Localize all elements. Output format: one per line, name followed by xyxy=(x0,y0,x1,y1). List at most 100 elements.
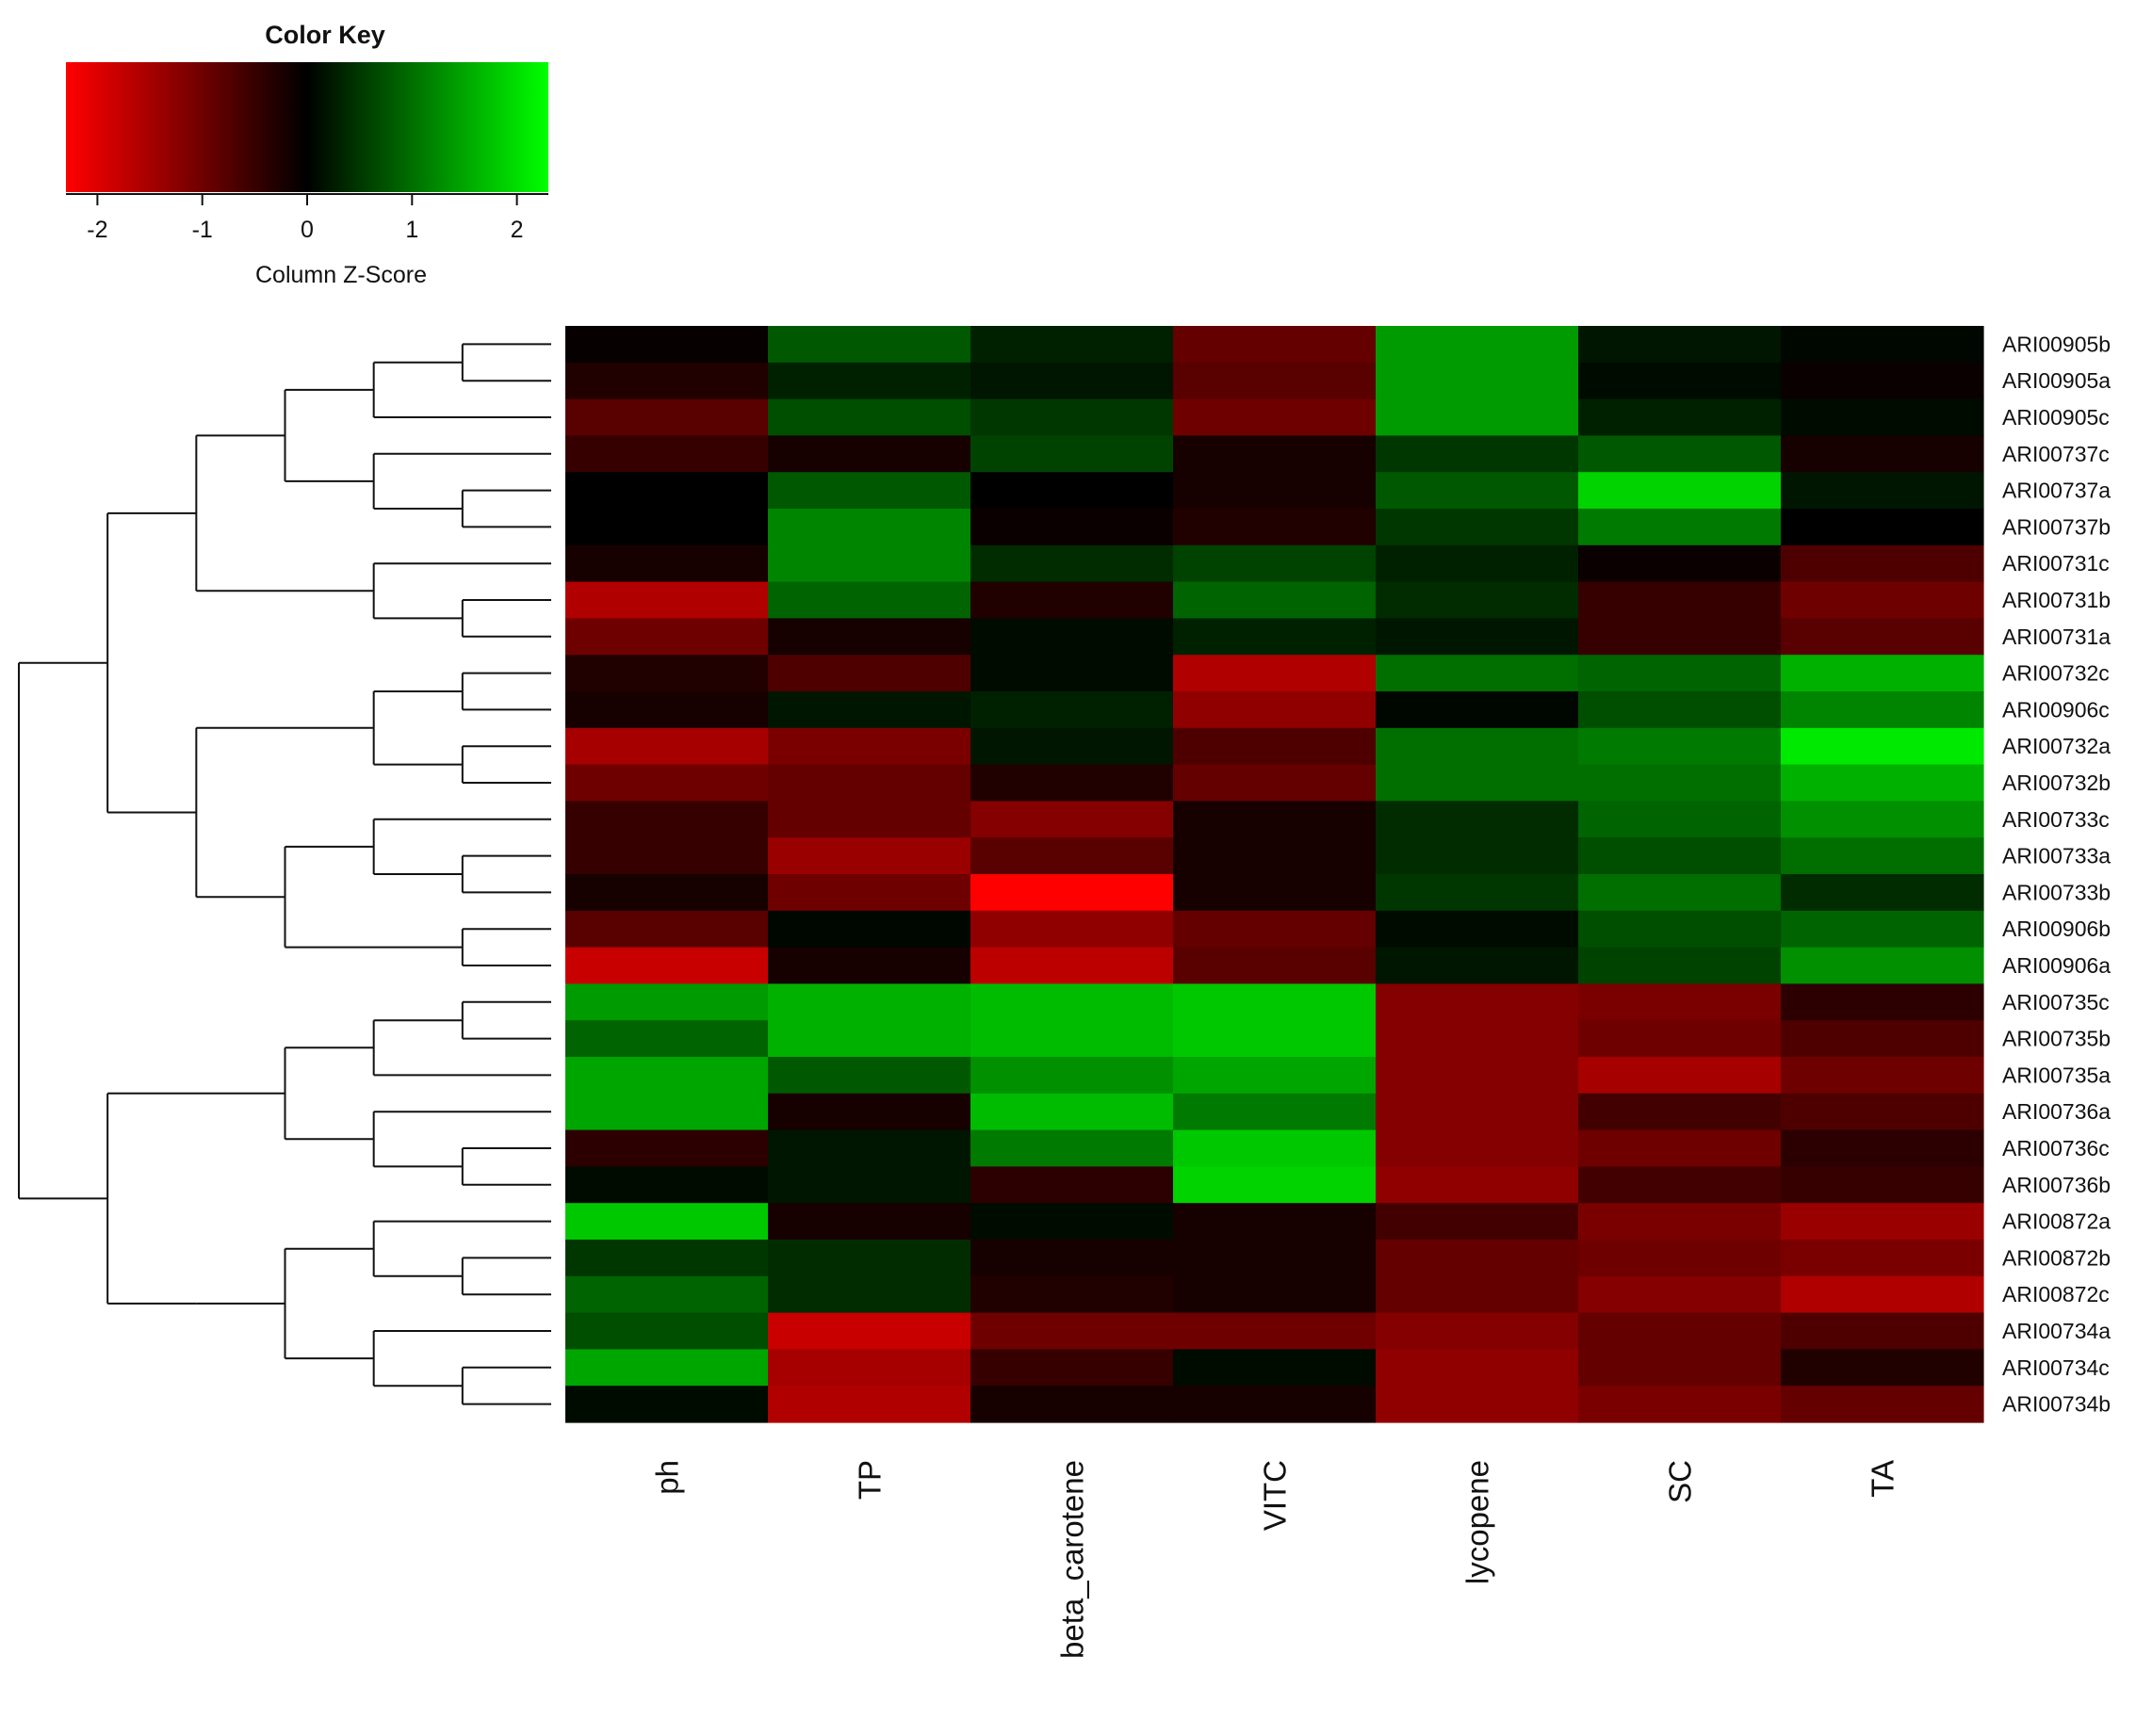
heatmap-cell-ARI00736c-TP xyxy=(768,1129,971,1167)
heatmap-cell-ARI00906b-TP xyxy=(768,910,971,949)
heatmap-cell-ARI00733c-TA xyxy=(1781,801,1984,838)
heatmap-cell-ARI00734c-SC xyxy=(1578,1349,1782,1387)
heatmap-cell-ARI00906a-lycopene xyxy=(1376,947,1579,984)
heatmap-cell-ARI00736b-TP xyxy=(768,1166,971,1204)
column-label-beta_carotene: beta_carotene xyxy=(1055,1460,1090,1659)
heatmap-cell-ARI00731a-TA xyxy=(1781,618,1984,656)
heatmap-cell-ARI00905a-ph xyxy=(565,362,769,400)
row-dendrogram xyxy=(18,343,551,1405)
heatmap-cell-ARI00731c-beta_carotene xyxy=(970,544,1174,583)
row-label-ARI00734b: ARI00734b xyxy=(2002,1392,2111,1417)
heatmap-cell-ARI00737a-lycopene xyxy=(1376,472,1579,510)
heatmap-cell-ARI00905b-VITC xyxy=(1173,326,1377,364)
column-label-VITC: VITC xyxy=(1258,1460,1293,1531)
heatmap-cell-ARI00732a-lycopene xyxy=(1376,727,1579,766)
color-key-tick-label: 1 xyxy=(405,217,418,243)
heatmap-cell-ARI00872a-TA xyxy=(1781,1203,1984,1241)
row-label-ARI00733a: ARI00733a xyxy=(2002,844,2111,868)
heatmap-cell-ARI00737b-TP xyxy=(768,509,971,546)
heatmap-cell-ARI00735c-SC xyxy=(1578,983,1782,1021)
heatmap-cell-ARI00905a-TP xyxy=(768,362,971,400)
heatmap-cell-ARI00905b-TA xyxy=(1781,326,1984,364)
heatmap-cell-ARI00733b-lycopene xyxy=(1376,874,1579,912)
heatmap-cell-ARI00733c-TP xyxy=(768,801,971,838)
heatmap-cell-ARI00734c-lycopene xyxy=(1376,1349,1579,1387)
row-label-ARI00733b: ARI00733b xyxy=(2002,880,2111,904)
heatmap-cell-ARI00734b-TA xyxy=(1781,1386,1984,1423)
heatmap-cell-ARI00734b-VITC xyxy=(1173,1386,1377,1423)
heatmap-cell-ARI00733a-ph xyxy=(565,837,769,875)
column-label-TA: TA xyxy=(1866,1460,1900,1498)
heatmap-cell-ARI00733a-VITC xyxy=(1173,837,1377,875)
heatmap-cell-ARI00736c-TA xyxy=(1781,1129,1984,1167)
heatmap-cell-ARI00872c-SC xyxy=(1578,1275,1782,1314)
heatmap-cell-ARI00872b-TP xyxy=(768,1240,971,1277)
row-label-ARI00736c: ARI00736c xyxy=(2002,1136,2110,1160)
heatmap-cell-ARI00733a-SC xyxy=(1578,837,1782,875)
heatmap-cell-ARI00872b-beta_carotene xyxy=(970,1240,1174,1277)
heatmap-cell-ARI00872c-TP xyxy=(768,1275,971,1314)
heatmap-cell-ARI00736b-TA xyxy=(1781,1166,1984,1204)
heatmap-cell-ARI00736b-ph xyxy=(565,1166,769,1204)
heatmap-cell-ARI00872a-lycopene xyxy=(1376,1203,1579,1241)
row-label-ARI00737b: ARI00737b xyxy=(2002,514,2111,539)
heatmap-cell-ARI00733c-beta_carotene xyxy=(970,801,1174,838)
heatmap-cell-ARI00735a-ph xyxy=(565,1057,769,1095)
heatmap-cell-ARI00906a-VITC xyxy=(1173,947,1377,984)
column-label-ph: ph xyxy=(650,1460,685,1495)
heatmap-cell-ARI00731b-VITC xyxy=(1173,581,1377,619)
heatmap-cell-ARI00872b-ph xyxy=(565,1240,769,1277)
heatmap-cell-ARI00737c-VITC xyxy=(1173,435,1377,473)
heatmap-cell-ARI00734b-TP xyxy=(768,1386,971,1423)
heatmap-cell-ARI00906c-VITC xyxy=(1173,691,1377,729)
column-label-SC: SC xyxy=(1663,1460,1698,1503)
heatmap-cell-ARI00731a-ph xyxy=(565,618,769,656)
heatmap-cell-ARI00905c-lycopene xyxy=(1376,398,1579,436)
heatmap-cell-ARI00731a-SC xyxy=(1578,618,1782,656)
heatmap-cell-ARI00734b-beta_carotene xyxy=(970,1386,1174,1423)
heatmap-cell-ARI00732c-SC xyxy=(1578,655,1782,692)
heatmap-cell-ARI00731b-TP xyxy=(768,581,971,619)
heatmap-cell-ARI00735b-SC xyxy=(1578,1020,1782,1058)
heatmap-cell-ARI00735b-lycopene xyxy=(1376,1020,1579,1058)
heatmap-cell-ARI00733a-beta_carotene xyxy=(970,837,1174,875)
heatmap-cell-ARI00737b-SC xyxy=(1578,509,1782,546)
heatmap-cell-ARI00872c-beta_carotene xyxy=(970,1275,1174,1314)
heatmap-cell-ARI00737c-ph xyxy=(565,435,769,473)
heatmap-cell-ARI00731c-VITC xyxy=(1173,544,1377,583)
heatmap-cell-ARI00735a-SC xyxy=(1578,1057,1782,1095)
heatmap-cell-ARI00872c-ph xyxy=(565,1275,769,1314)
heatmap-cell-ARI00905b-lycopene xyxy=(1376,326,1579,364)
heatmap-cell-ARI00906a-ph xyxy=(565,947,769,984)
heatmap-cell-ARI00737a-TA xyxy=(1781,472,1984,510)
row-label-ARI00906c: ARI00906c xyxy=(2002,697,2110,722)
heatmap-cell-ARI00737a-SC xyxy=(1578,472,1782,510)
heatmap-cell-ARI00737a-TP xyxy=(768,472,971,510)
heatmap-cell-ARI00732b-ph xyxy=(565,764,769,802)
heatmap-cell-ARI00733b-TP xyxy=(768,874,971,912)
heatmap-cell-ARI00733b-beta_carotene xyxy=(970,874,1174,912)
row-label-ARI00872c: ARI00872c xyxy=(2002,1282,2110,1306)
heatmap-cell-ARI00733b-SC xyxy=(1578,874,1782,912)
heatmap-cell-ARI00736c-ph xyxy=(565,1129,769,1167)
row-label-ARI00905a: ARI00905a xyxy=(2002,368,2111,393)
heatmap-cell-ARI00736b-lycopene xyxy=(1376,1166,1579,1204)
heatmap-cell-ARI00872a-VITC xyxy=(1173,1203,1377,1241)
heatmap-cell-ARI00731a-VITC xyxy=(1173,618,1377,656)
heatmap-cell-ARI00733c-lycopene xyxy=(1376,801,1579,838)
heatmap-cell-ARI00736a-lycopene xyxy=(1376,1093,1579,1131)
heatmap-cell-ARI00872a-TP xyxy=(768,1203,971,1241)
heatmap-cell-ARI00905c-ph xyxy=(565,398,769,436)
heatmap-cell-ARI00905b-SC xyxy=(1578,326,1782,364)
heatmap-cell-ARI00732c-beta_carotene xyxy=(970,655,1174,692)
heatmap-cell-ARI00734a-ph xyxy=(565,1312,769,1350)
heatmap-cell-ARI00737c-lycopene xyxy=(1376,435,1579,473)
heatmap-cell-ARI00734a-SC xyxy=(1578,1312,1782,1350)
row-label-ARI00732b: ARI00732b xyxy=(2002,771,2111,795)
heatmap-cell-ARI00905b-ph xyxy=(565,326,769,364)
heatmap-cell-ARI00736a-VITC xyxy=(1173,1093,1377,1131)
heatmap-cell-ARI00906c-beta_carotene xyxy=(970,691,1174,729)
heatmap-cell-ARI00734a-TP xyxy=(768,1312,971,1350)
heatmap-cell-ARI00906b-VITC xyxy=(1173,910,1377,949)
heatmap-cell-ARI00735b-TA xyxy=(1781,1020,1984,1058)
